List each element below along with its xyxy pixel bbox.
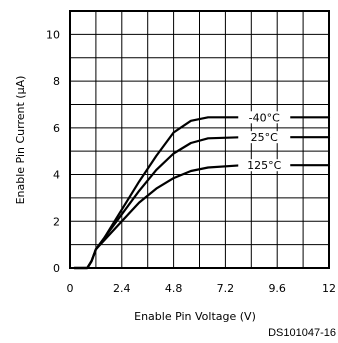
y-axis-label: Enable Pin Current (μA) (14, 76, 27, 205)
series-line-1 (73, 136, 331, 270)
figure-id: DS101047-16 (268, 327, 336, 339)
y-tick-labels: 0 2 4 6 8 10 (46, 28, 60, 275)
series-label-bg (238, 131, 291, 144)
series-labels: -40°C 25°C 125°C (238, 111, 291, 172)
series-lines (73, 116, 331, 270)
series-label-bg (238, 111, 291, 124)
y-tick-label: 2 (53, 215, 60, 228)
x-tick-label: 12 (322, 282, 336, 295)
y-tick-label: 8 (53, 75, 60, 88)
x-tick-labels: 0 2.4 4.8 7.2 9.6 12 (67, 282, 337, 295)
series-label-0: -40°C (249, 111, 280, 124)
grid (70, 11, 329, 268)
y-tick-label: 10 (46, 28, 60, 41)
x-tick-label: 2.4 (113, 282, 131, 295)
series-line-2 (73, 164, 331, 270)
x-tick-label: 4.8 (165, 282, 183, 295)
y-tick-label: 4 (53, 169, 60, 182)
x-tick-label: 9.6 (268, 282, 286, 295)
series-label-bg (238, 159, 291, 172)
plot-frame (69, 10, 330, 269)
y-tick-label: 6 (53, 122, 60, 135)
plot-border (69, 10, 330, 269)
series-label-2: 125°C (247, 159, 281, 172)
x-tick-label: 0 (67, 282, 74, 295)
x-axis-label: Enable Pin Voltage (V) (134, 310, 256, 323)
series-label-1: 25°C (251, 131, 278, 144)
y-tick-label: 0 (53, 262, 60, 275)
x-tick-label: 7.2 (217, 282, 235, 295)
